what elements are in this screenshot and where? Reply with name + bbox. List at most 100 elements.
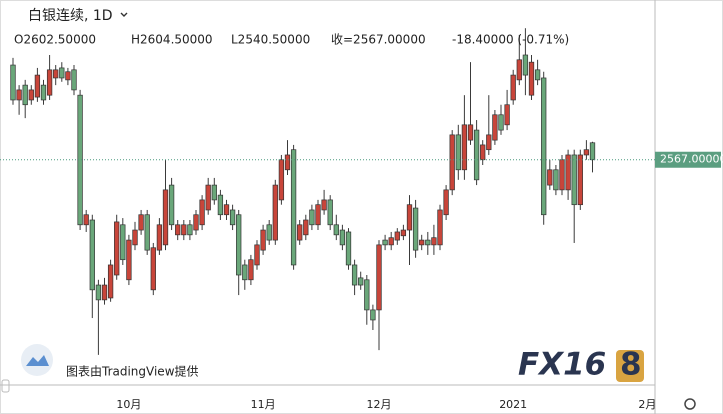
fx168-logo: FX16 8 [518, 347, 644, 383]
candle-body [400, 229, 407, 237]
candle-body [28, 89, 34, 101]
candle-body [242, 264, 248, 281]
candle-body [229, 209, 236, 226]
candle-body [223, 204, 230, 216]
candle-body [34, 74, 41, 98]
candle-body [95, 284, 102, 301]
candle-body [486, 134, 492, 151]
candle-body [278, 159, 285, 201]
candle-body [419, 239, 425, 246]
candle-body [46, 69, 53, 96]
candle-body [187, 224, 193, 236]
candle-body [89, 219, 95, 291]
candle-body [217, 194, 224, 216]
symbol: 白银连续, 1D [28, 7, 113, 24]
candle-body [382, 239, 388, 246]
candle-body [248, 259, 254, 281]
candle-body [297, 224, 303, 241]
dropdown-icon[interactable] [120, 12, 128, 17]
candle-body [266, 224, 272, 241]
last-price-box [655, 151, 721, 168]
candle-body [101, 284, 108, 301]
candle-body [577, 154, 583, 206]
candle-body [107, 264, 114, 299]
candle-body [498, 114, 504, 131]
settings-icon[interactable] [684, 398, 696, 410]
candle-body [510, 74, 516, 101]
x-tick-label: 2021 [499, 398, 527, 411]
candle-body [455, 134, 461, 171]
watermark: 图表由TradingView提供 [66, 364, 199, 379]
candle-body [406, 204, 413, 231]
candle-body [565, 154, 571, 191]
candle-body [22, 84, 28, 106]
candle-body [516, 59, 522, 81]
candle-body [193, 214, 199, 231]
candle-body [351, 264, 358, 286]
candle-body [553, 169, 559, 191]
ohlc-text: O2602.50000 [14, 33, 96, 47]
candle-body [327, 199, 333, 226]
ohlc-legend: O2602.50000 H2604.50000 L2540.50000 收=25… [14, 33, 569, 47]
candle-body [144, 214, 150, 251]
candle-body [449, 134, 455, 191]
candle-body [40, 84, 47, 101]
candle-body [528, 61, 535, 96]
candle-body [467, 124, 474, 141]
candle-body [370, 309, 376, 321]
candle-body [425, 239, 431, 246]
x-tick-label: 2月 [638, 398, 656, 411]
candle-body [126, 239, 132, 281]
candle-body [437, 209, 443, 246]
candle-body [77, 94, 83, 226]
logo-text: 8 [620, 347, 642, 383]
scroll-handle[interactable] [1, 379, 10, 393]
candle-body [589, 142, 596, 161]
candle-body [181, 224, 187, 236]
candle-body [480, 144, 486, 161]
last-price-label: 2567.00000 [660, 153, 723, 166]
candle-body [59, 67, 65, 79]
candle-body [541, 77, 547, 216]
candle-body [260, 229, 266, 251]
candle-body [132, 229, 138, 246]
candle-body [211, 184, 217, 201]
candle-body [83, 214, 89, 226]
candle-body [321, 199, 327, 211]
candle-body [559, 159, 565, 191]
candle-body [412, 207, 419, 251]
ohlc-text: H2604.50000 [131, 33, 213, 47]
candle-body [53, 69, 59, 79]
candle-body [364, 279, 370, 311]
candle-body [71, 69, 77, 91]
candle-body [120, 224, 126, 261]
candle-body [150, 247, 156, 291]
candle-body [339, 229, 346, 246]
logo-text: FX16 [518, 347, 606, 383]
candles [10, 28, 596, 355]
candle-body [162, 189, 169, 246]
ohlc-text: L2540.50000 [231, 33, 310, 47]
candle-body [492, 114, 498, 141]
candle-body [168, 184, 175, 226]
tradingview-badge: 图表由TradingView提供 [21, 344, 199, 379]
badge-icon [26, 355, 49, 366]
candle-body [315, 204, 321, 226]
candle-body [138, 214, 144, 231]
ohlc-text: 收=2567.00000 [331, 33, 426, 47]
candle-body [303, 219, 309, 236]
candle-body [16, 89, 22, 101]
candle-body [504, 104, 510, 126]
candle-body [175, 224, 181, 236]
candle-body [443, 189, 449, 216]
candle-body [10, 64, 16, 101]
candle-body [205, 184, 211, 211]
candle-body [376, 244, 382, 311]
candle-body [236, 214, 242, 276]
x-tick-label: 10月 [116, 398, 141, 411]
candle-body [547, 169, 553, 186]
candle-body [473, 129, 480, 181]
candle-body [461, 124, 468, 171]
